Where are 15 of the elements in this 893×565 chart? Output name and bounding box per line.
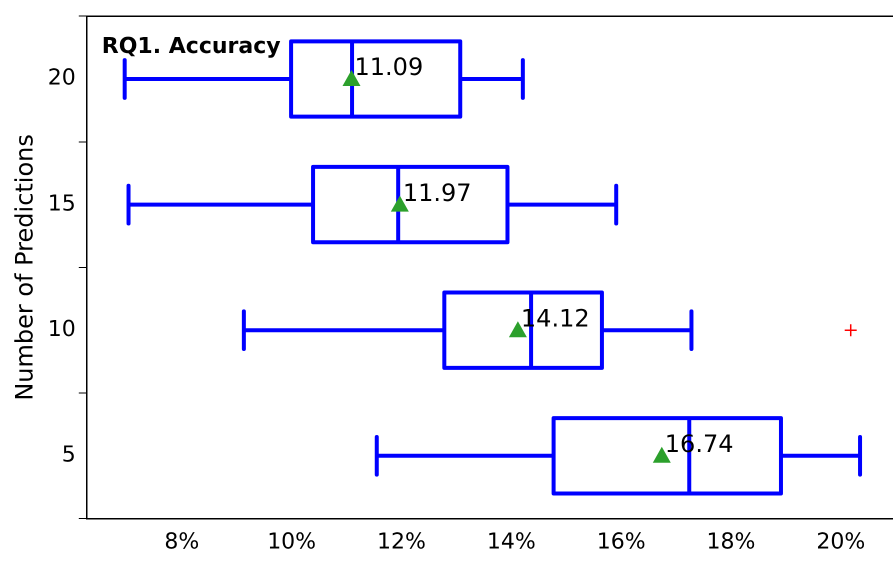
x-tick-label: 10% xyxy=(267,530,316,555)
x-tick-label: 16% xyxy=(596,530,646,555)
x-tick-label: 20% xyxy=(816,530,866,555)
y-tick-label: 20 xyxy=(48,66,76,91)
y-tick-label: 5 xyxy=(62,442,76,468)
x-tick-label: 14% xyxy=(486,530,536,555)
annotation: 11.97 xyxy=(402,178,472,207)
y-tick-label: 10 xyxy=(48,316,76,342)
y-axis-title: Number of Predictions xyxy=(10,134,39,401)
x-tick-label: 12% xyxy=(377,530,426,555)
y-tick-label: 15 xyxy=(48,191,76,216)
text: RQ1. Accuracy xyxy=(102,34,281,59)
annotation: 11.09 xyxy=(354,53,424,82)
x-tick-label: 18% xyxy=(706,530,756,555)
x-tick-label: 8% xyxy=(164,530,200,555)
